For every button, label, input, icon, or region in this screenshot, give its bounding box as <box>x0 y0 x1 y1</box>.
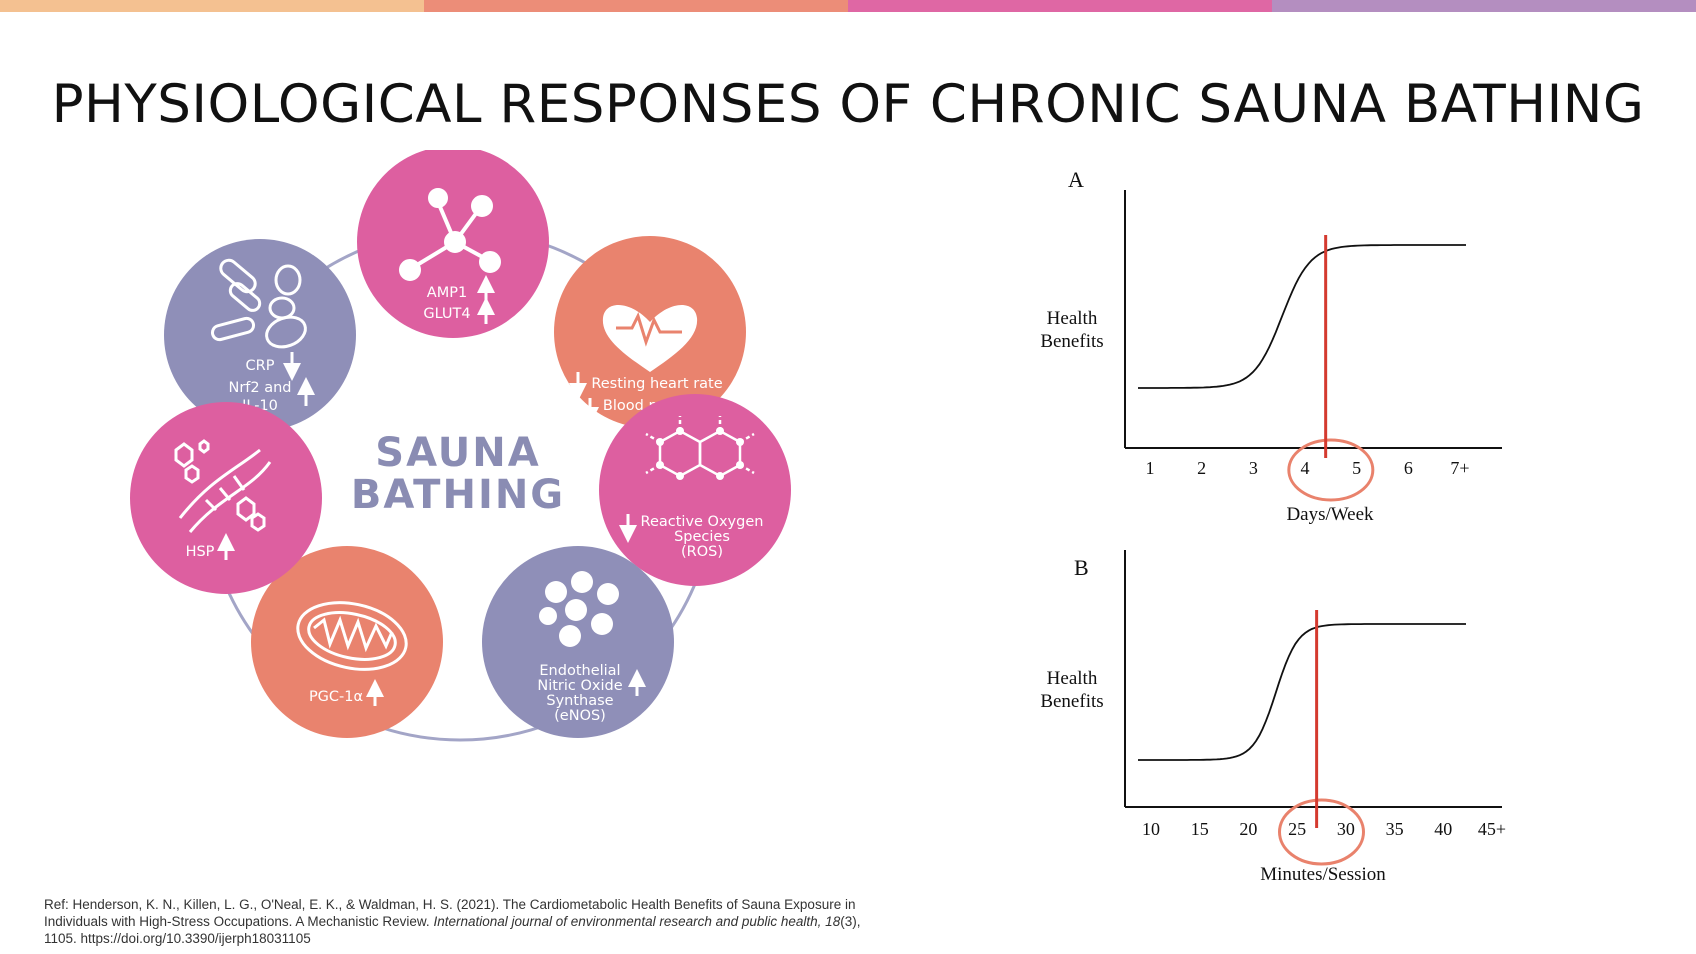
enos-label-line3: Synthase <box>546 693 613 709</box>
node-enos: Endothelial Nitric Oxide Synthase (eNOS) <box>482 546 674 738</box>
crp-label: CRP <box>246 358 275 374</box>
resting-heart-rate-label: Resting heart rate <box>591 376 722 392</box>
graph-b-tick-label: 15 <box>1191 819 1209 839</box>
center-label-line1: SAUNA <box>375 430 540 476</box>
pulse-line <box>616 311 682 347</box>
graph-a-highlight-circle <box>1287 438 1375 502</box>
top-bar-segment-2 <box>424 0 848 12</box>
enos-label-line2: Nitric Oxide <box>537 678 622 694</box>
reference-issue: (3), 1105. https://doi.org/10.3390/ijerp… <box>44 914 861 946</box>
node-crp: CRP Nrf2 and IL-10 <box>164 239 356 431</box>
nrf2-label: Nrf2 and <box>228 380 291 396</box>
gears-icon <box>539 571 619 647</box>
glut4-label: GLUT4 <box>423 306 470 322</box>
ros-label-line1: Reactive Oxygen <box>641 514 764 530</box>
graph-b-tick-label: 10 <box>1142 819 1160 839</box>
graph-b-tick-label: 30 <box>1337 819 1355 839</box>
sauna-diagram: SAUNA BATHING CRP Nrf2 and IL-10 <box>130 150 791 742</box>
ros-label-line2: Species <box>674 529 730 545</box>
graph-b-ylabel-line1: Health <box>1047 668 1098 689</box>
graph-b-highlight-circle <box>1278 798 1365 866</box>
reference-prefix: Ref: Henderson, K. N., Killen, L. G., O'… <box>44 897 856 929</box>
enos-label-line4: (eNOS) <box>554 708 606 724</box>
node-pgc: PGC-1α <box>251 546 443 738</box>
slide-title: PHYSIOLOGICAL RESPONSES OF CHRONIC SAUNA… <box>51 73 1645 135</box>
graph-a-ylabel-line1: Health <box>1047 308 1098 329</box>
graph-a-xlabel: Days/Week <box>1286 504 1374 525</box>
top-color-bar <box>0 0 1696 12</box>
graph-a-tick-label: 6 <box>1404 458 1413 478</box>
graph-b-tick-label: 45+ <box>1478 819 1506 839</box>
node-ros: Reactive Oxygen Species (ROS) <box>599 394 791 586</box>
top-bar-segment-4 <box>1272 0 1696 12</box>
enos-label-line1: Endothelial <box>539 663 620 679</box>
molecule-icon <box>399 188 501 281</box>
graph-a-panel-label: A <box>1068 167 1084 192</box>
graph-a-ylabel-line2: Benefits <box>1040 331 1103 352</box>
graph-b-curve <box>1138 623 1466 761</box>
graph-b-tick-label: 20 <box>1239 819 1257 839</box>
top-bar-segment-3 <box>848 0 1272 12</box>
ros-label-line3: (ROS) <box>681 544 723 560</box>
graph-a-tick-label: 2 <box>1197 458 1206 478</box>
node-amp1: AMP1 GLUT4 <box>357 150 549 338</box>
graph-b-tick-label: 40 <box>1434 819 1452 839</box>
graph-a-curve <box>1138 244 1466 389</box>
graph-a-tick-label: 5 <box>1352 458 1361 478</box>
graph-a-tick-label: 1 <box>1146 458 1155 478</box>
mitochondria-icon <box>296 601 408 671</box>
node-hsp: HSP <box>130 402 322 594</box>
graph-a-tick-label: 3 <box>1249 458 1258 478</box>
graph-b: B Health Benefits 10 15 20 25 30 35 40 45+ Minu… <box>1040 550 1506 885</box>
dna-icon <box>174 439 272 533</box>
top-bar-segment-1 <box>0 0 424 12</box>
reference-citation: Ref: Henderson, K. N., Killen, L. G., O'… <box>44 896 894 947</box>
graph-a-tick-label: 7+ <box>1450 458 1469 478</box>
graph-b-tick-label: 35 <box>1386 819 1404 839</box>
graph-b-panel-label: B <box>1074 555 1089 580</box>
atom-dots <box>656 427 744 480</box>
cells-icon <box>210 258 307 349</box>
graph-a-tick-label: 4 <box>1301 458 1310 478</box>
node-heart: Resting heart rate Blood pressure <box>554 236 746 428</box>
reference-journal: International journal of environmental r… <box>433 914 841 929</box>
graph-b-ylabel-line2: Benefits <box>1040 691 1103 712</box>
center-label-line2: BATHING <box>351 472 565 518</box>
graph-b-xlabel: Minutes/Session <box>1260 864 1386 885</box>
amp1-label: AMP1 <box>427 285 467 301</box>
graph-b-tick-label: 25 <box>1288 819 1306 839</box>
pgc-label: PGC-1α <box>309 689 363 705</box>
graph-a: A Health Benefits 1 2 3 4 5 6 7+ Days/Week <box>1040 167 1502 525</box>
heart-pulse-icon <box>602 304 698 372</box>
hsp-label: HSP <box>186 544 215 560</box>
